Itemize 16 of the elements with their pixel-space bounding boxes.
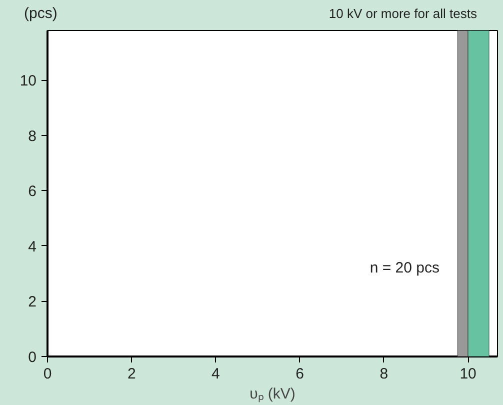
annotation: n = 20 pcs	[370, 260, 440, 276]
y-tick-label: 2	[28, 294, 36, 311]
x-tick-label: 2	[127, 366, 136, 382]
x-axis-title: υₚ (kV)	[250, 386, 296, 402]
y-axis-title: (pcs)	[24, 4, 58, 24]
x-tick-label: 10	[460, 366, 476, 382]
y-tick-label: 4	[28, 238, 36, 256]
x-tick-label: 0	[43, 366, 52, 382]
y-tick-label: 8	[28, 128, 36, 145]
text: 10 kV or more for all tests	[328, 5, 477, 24]
y-tick-label: 0	[28, 349, 36, 366]
y-tick-label: 6	[28, 183, 36, 200]
x-tick-label: 6	[296, 366, 304, 382]
y-tick-label: 10	[20, 72, 37, 90]
x-tick-label: 4	[212, 366, 220, 382]
x-tick-label: 8	[380, 366, 388, 382]
